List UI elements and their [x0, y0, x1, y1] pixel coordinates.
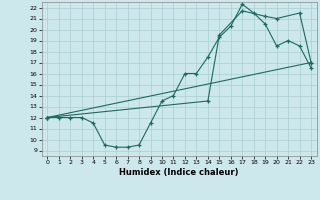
X-axis label: Humidex (Indice chaleur): Humidex (Indice chaleur): [119, 168, 239, 177]
